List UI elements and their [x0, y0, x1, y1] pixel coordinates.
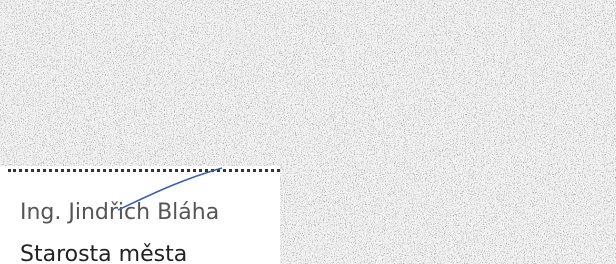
- page: Ing. Jindřich Bláha Starosta města: [0, 0, 616, 264]
- signature-stroke: [0, 150, 260, 220]
- person-role: Starosta města: [20, 242, 187, 264]
